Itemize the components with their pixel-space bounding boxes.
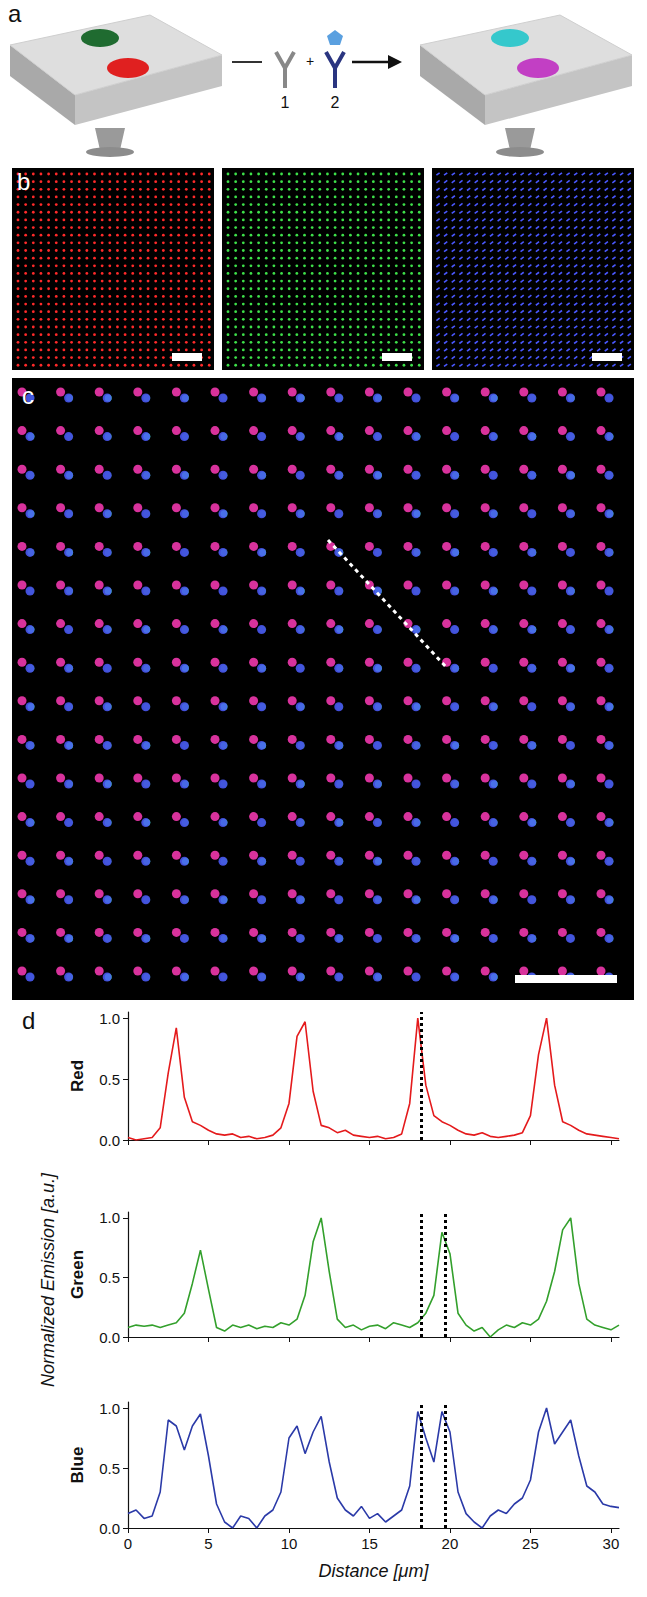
svg-text:Red: Red [68,1060,87,1092]
svg-text:5: 5 [204,1535,212,1552]
svg-text:1.0: 1.0 [99,1400,120,1417]
svg-text:a: a [8,0,22,27]
svg-text:c: c [22,382,34,409]
svg-text:0.0: 0.0 [99,1132,120,1149]
svg-text:20: 20 [442,1535,459,1552]
svg-text:Distance [μm]: Distance [μm] [319,1561,430,1581]
svg-text:b: b [17,168,30,195]
svg-text:Green: Green [68,1250,87,1299]
svg-text:Blue: Blue [68,1447,87,1484]
svg-text:d: d [22,1007,35,1034]
svg-text:+: + [306,53,314,69]
svg-text:Normalized Emission [a.u.]: Normalized Emission [a.u.] [38,1172,58,1387]
svg-text:1.0: 1.0 [99,1010,120,1027]
svg-text:0.0: 0.0 [99,1520,120,1537]
svg-text:1.0: 1.0 [99,1209,120,1226]
svg-text:1: 1 [281,94,290,111]
svg-text:30: 30 [603,1535,620,1552]
svg-text:15: 15 [361,1535,378,1552]
svg-text:0: 0 [124,1535,132,1552]
svg-text:2: 2 [331,94,340,111]
svg-text:0.5: 0.5 [99,1460,120,1477]
svg-text:0.5: 0.5 [99,1071,120,1088]
svg-text:10: 10 [281,1535,298,1552]
svg-text:0.0: 0.0 [99,1329,120,1346]
svg-text:0.5: 0.5 [99,1269,120,1286]
svg-text:25: 25 [522,1535,539,1552]
